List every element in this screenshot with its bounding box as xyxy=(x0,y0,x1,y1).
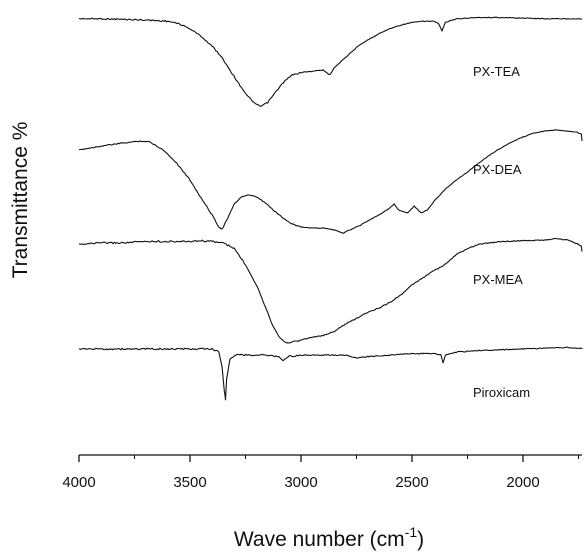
series-line-piroxicam xyxy=(78,346,583,401)
series-label-px-dea: PX-DEA xyxy=(473,162,522,177)
series-line-px-mea xyxy=(78,237,583,344)
x-tick-label: 3000 xyxy=(284,474,317,491)
series-label-group: PX-TEA PX-DEA PX-MEA Piroxicam xyxy=(473,64,530,400)
x-tick-label: 2000 xyxy=(506,474,539,491)
series-label-px-mea: PX-MEA xyxy=(473,272,523,287)
x-axis-title-sup: -1 xyxy=(405,524,418,540)
y-axis-title: Transmittance % xyxy=(9,122,32,279)
x-tick-label: 4000 xyxy=(62,474,95,491)
x-axis-title-main: Wave number (cm xyxy=(234,528,405,551)
series-line-px-tea xyxy=(78,16,583,107)
series-line-px-dea xyxy=(78,129,583,234)
x-tick-label: 2500 xyxy=(395,474,428,491)
series-layer xyxy=(78,16,583,401)
x-tick-label: 3500 xyxy=(173,474,206,491)
x-tick-group: 4000 3500 3000 2500 2000 xyxy=(62,455,579,491)
series-label-piroxicam: Piroxicam xyxy=(473,385,530,400)
x-axis-title: Wave number (cm-1) xyxy=(234,524,424,551)
x-axis-title-end: ) xyxy=(417,528,424,551)
series-label-px-tea: PX-TEA xyxy=(473,64,520,79)
